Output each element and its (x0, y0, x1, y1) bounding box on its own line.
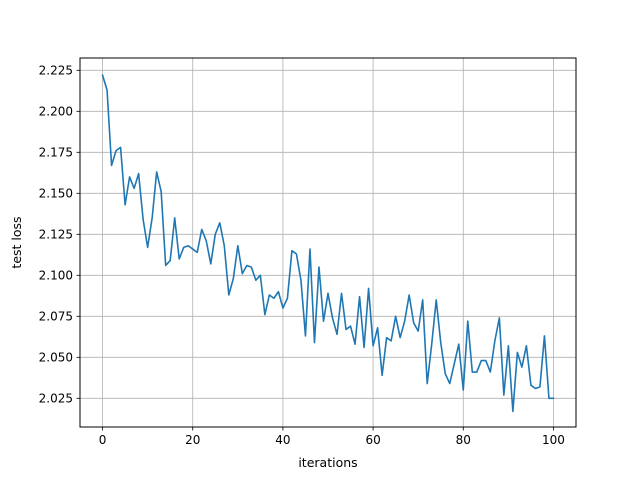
x-axis-ticks: 0 20 40 60 80 100 (99, 427, 565, 447)
grid-lines (80, 58, 576, 427)
axes-frame (79, 57, 577, 428)
series-line-0 (101, 74, 555, 413)
y-tick-label: 2.050 (39, 351, 73, 365)
x-tick-label: 100 (542, 433, 565, 447)
y-tick-label: 2.025 (39, 392, 73, 406)
y-tick-label: 2.150 (39, 187, 73, 201)
x-tick-label: 0 (99, 433, 107, 447)
series-layer (101, 74, 555, 413)
y-tick-label: 2.075 (39, 310, 73, 324)
y-tick-label: 2.125 (39, 228, 73, 242)
y-axis-ticks: 2.025 2.050 2.075 2.100 2.125 2.150 2.175 2.200… (39, 64, 80, 406)
x-tick-label: 40 (275, 433, 290, 447)
y-tick-label: 2.200 (39, 105, 73, 119)
y-tick-label: 2.175 (39, 146, 73, 160)
y-axis-label: test loss (9, 216, 24, 268)
y-tick-label: 2.100 (39, 269, 73, 283)
y-tick-label: 2.225 (39, 64, 73, 78)
x-tick-label: 80 (456, 433, 471, 447)
x-axis-label: iterations (298, 455, 357, 470)
x-tick-label: 60 (365, 433, 380, 447)
x-tick-label: 20 (185, 433, 200, 447)
